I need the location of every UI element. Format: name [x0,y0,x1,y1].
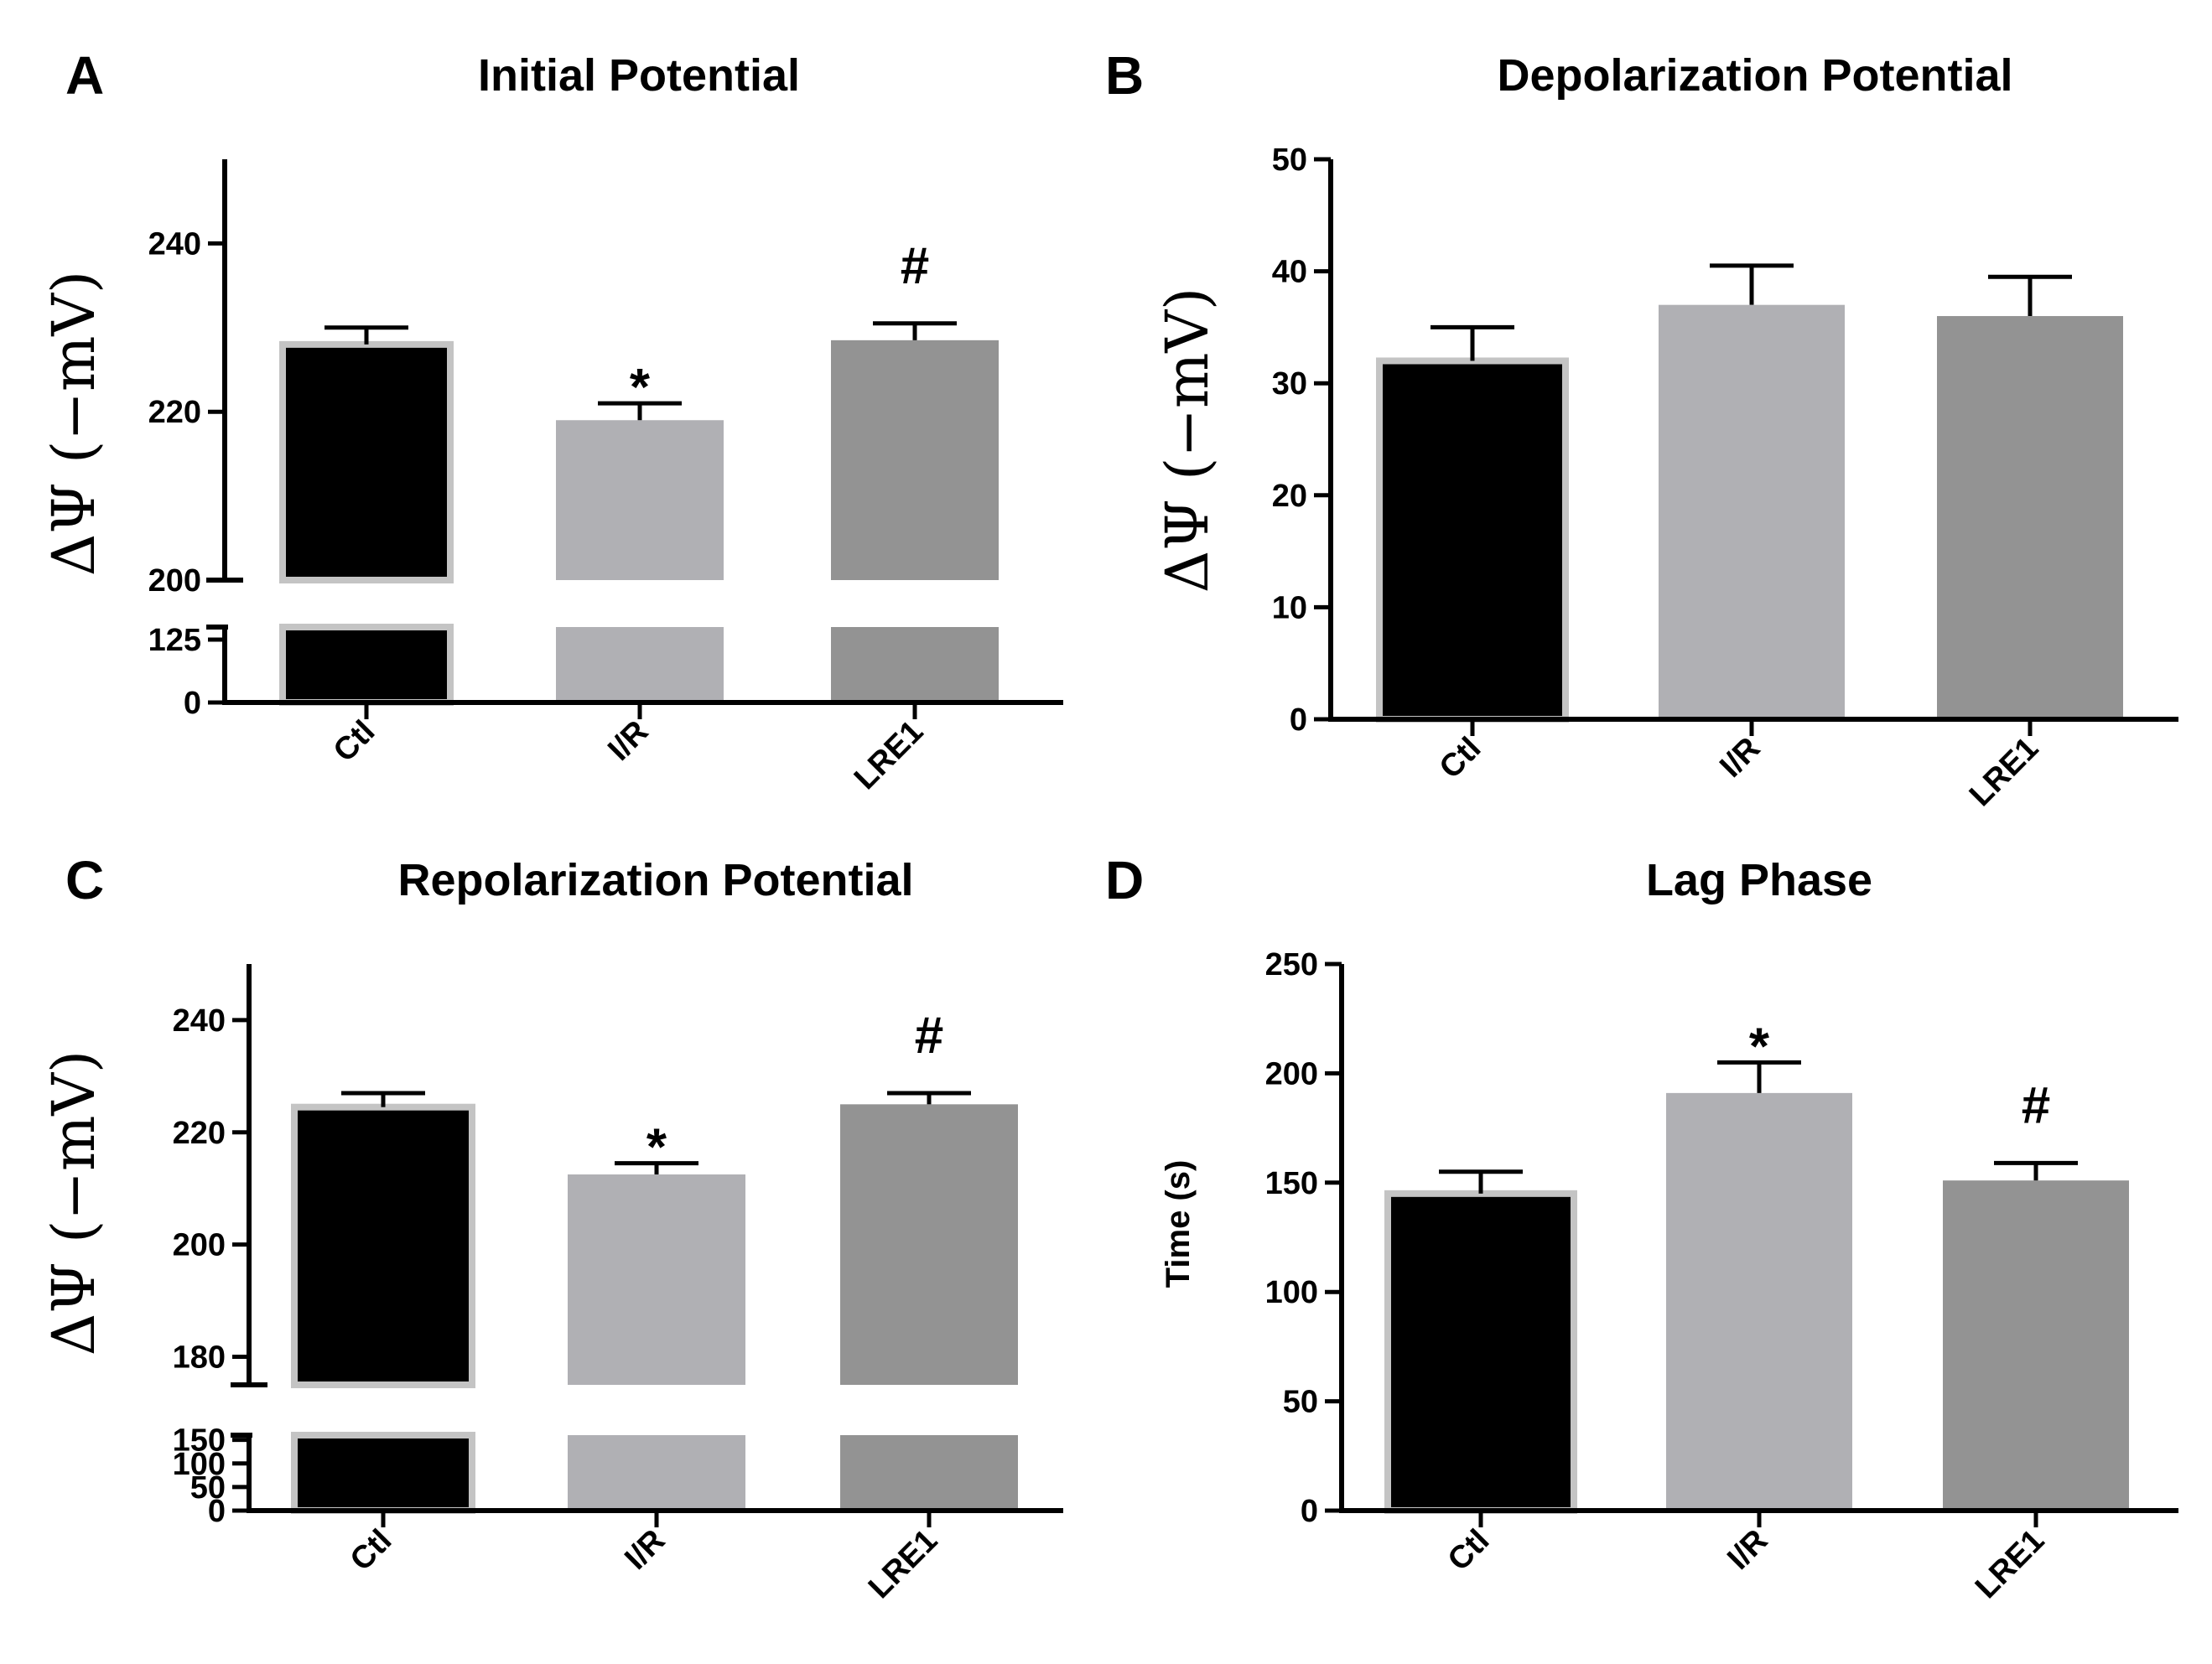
chart-title: Initial Potential [478,50,800,101]
significance-marker: # [915,1007,943,1065]
y-tick-label: 200 [173,1228,226,1263]
bar-lre1-seg1 [831,340,999,580]
bar-lre1-seg0 [831,627,999,702]
significance-marker: * [630,359,651,417]
y-axis-label: ΔΨ (−mV) [39,271,108,576]
chart-title: Lag Phase [1646,855,1872,905]
y-tick-label: 240 [173,1003,226,1039]
y-tick-label: 0 [184,686,201,721]
bar-ir-seg1 [568,1174,745,1385]
significance-marker: # [2022,1076,2050,1134]
significance-marker: # [901,237,929,295]
bar-ctl-seg1 [291,1103,475,1389]
y-tick-label: 0 [208,1494,226,1529]
y-tick-label: 0 [1301,1494,1318,1529]
category-label: Ctl [327,714,382,770]
y-tick-label: 220 [173,1116,226,1151]
y-tick-label: 50 [190,1470,226,1506]
bar-ir-seg1 [556,420,724,580]
category-label: I/R [618,1523,672,1577]
y-tick-label: 180 [173,1340,226,1376]
y-tick-label: 50 [1272,143,1307,178]
y-tick-label: 150 [173,1423,226,1459]
y-tick-label: 150 [1265,1166,1318,1201]
chart-title: Repolarization Potential [397,855,913,905]
chart-title: Depolarization Potential [1497,50,2012,101]
category-label: LRE1 [1969,1523,2051,1605]
y-tick-label: 20 [1272,479,1307,514]
bar-lre1 [1937,316,2123,719]
category-label: I/R [1721,1523,1774,1577]
category-label: Ctl [344,1523,399,1578]
bar-ir-seg0 [568,1435,745,1511]
category-label: I/R [601,714,655,768]
chart-panel-b: B Depolarization Potential ΔΨ (−mV) Ctl I/R L… [1105,45,2178,813]
bar-ctl-seg0 [291,1432,475,1514]
y-tick-label: 125 [148,623,201,658]
y-axis-label: ΔΨ (−mV) [39,1050,108,1356]
bar-ctl [1384,1190,1577,1514]
panel-letter: D [1105,850,1144,910]
y-tick-label: 220 [148,395,201,430]
panel-letter: C [65,850,104,910]
category-label: I/R [1713,731,1767,785]
y-tick-label: 30 [1272,366,1307,402]
bar-lre1-seg1 [840,1104,1018,1385]
category-label: LRE1 [1963,731,2045,813]
bar-ctl [1376,357,1569,723]
significance-marker: * [1749,1018,1770,1076]
y-tick-label: 100 [1265,1275,1318,1310]
y-tick-label: 100 [173,1447,226,1482]
chart-panel-d: D Lag Phase Time (s) Ctl * I/R # LRE1 0 50 100 150 2… [1105,850,2178,1605]
bar-ir [1666,1092,1852,1511]
panel-letter: A [65,45,104,106]
bar-lre1 [1943,1180,2129,1511]
significance-marker: * [646,1119,667,1177]
y-tick-label: 10 [1272,590,1307,625]
bar-ctl-seg0 [279,624,454,706]
category-label: LRE1 [848,714,930,796]
category-label: Ctl [1433,731,1488,786]
y-tick-label: 40 [1272,255,1307,290]
panel-letter: B [1105,45,1144,106]
bar-lre1-seg0 [840,1435,1018,1511]
y-tick-label: 250 [1265,947,1318,982]
y-tick-label: 0 [1290,702,1307,738]
chart-panel-c: C Repolarization Potential ΔΨ (−mV) Ctl * I/R… [39,850,1063,1605]
y-tick-label: 200 [148,563,201,599]
y-axis-label: Time (s) [1160,1160,1197,1288]
y-tick-label: 50 [1283,1385,1318,1420]
category-label: LRE1 [862,1523,944,1605]
y-axis-label: ΔΨ (−mV) [1153,288,1222,593]
bar-ir [1659,304,1845,719]
bar-ctl-seg1 [279,340,454,583]
chart-panel-a: A Initial Potential ΔΨ (−mV) Ctl * I/R # LRE1 0 1… [39,45,1063,796]
category-label: Ctl [1441,1523,1497,1578]
bar-ir-seg0 [556,627,724,702]
y-tick-label: 200 [1265,1056,1318,1091]
y-tick-label: 240 [148,226,201,262]
